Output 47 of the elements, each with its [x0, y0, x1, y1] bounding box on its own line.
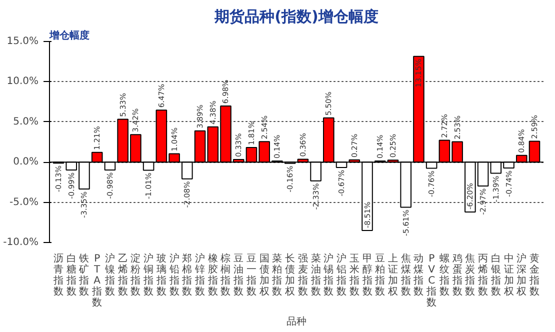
x-tick-label: 中证加权 [502, 252, 514, 298]
x-tick-label: 焦煤指数 [400, 252, 411, 298]
x-tick-label: PVC指数 [426, 254, 437, 308]
x-tick-label: 郑棉指数 [181, 252, 192, 298]
x-tick-label: 沪铜指数 [142, 252, 154, 298]
x-tick-label: 沥青指数 [52, 252, 64, 298]
x-tick-label: 螺纹指数 [438, 252, 450, 298]
x-tick-label: 菜粕指数 [271, 252, 282, 298]
x-tick-label: 鸡蛋指数 [451, 254, 462, 298]
y-tick-label: 15.0% [6, 36, 39, 47]
x-tick-label: 沪镍指数 [104, 252, 115, 298]
x-tick-label: 黄金指数 [528, 252, 540, 298]
x-tick-label: 豆一指数 [245, 254, 256, 298]
x-tick-label: 淀粉指数 [130, 252, 141, 298]
x-tick-label: 沪铝指数 [336, 252, 347, 298]
x-tick-label: 丙烯指数 [477, 254, 488, 298]
x-tick-label: 乙烯指数 [116, 254, 128, 298]
y-tick-label: -5.0% [9, 196, 38, 208]
x-tick-label: 沪铅指数 [168, 252, 180, 298]
x-tick-label: 玻璃指数 [155, 252, 166, 298]
y-tick-label: -10.0% [3, 237, 39, 248]
x-tick-label: 强麦指数 [296, 254, 308, 298]
x-tick-label: PTA指数 [91, 254, 102, 308]
x-axis-title: 品种 [286, 316, 306, 328]
x-tick-label: 沪锌指数 [194, 252, 206, 298]
x-tick-label: 棕榈指数 [220, 252, 231, 298]
y-axis-title: 增仓幅度 [48, 30, 90, 42]
x-tick-label: 国债加权 [258, 254, 270, 298]
x-tick-label: 焦炭指数 [464, 252, 476, 298]
x-tick-label: 白银指数 [490, 252, 501, 298]
y-tick-label: 5.0% [13, 116, 38, 128]
y-tick-label: 10.0% [6, 76, 39, 88]
x-tick-label: 动煤指数 [412, 254, 424, 298]
x-tick-label: 豆油指数 [232, 254, 244, 298]
x-tick-label: 玉米指数 [348, 254, 360, 298]
x-tick-label: 橡胶指数 [206, 252, 218, 298]
x-tick-label: 沪锡指数 [322, 252, 334, 298]
x-tick-label: 长债加权 [284, 252, 296, 298]
chart-title: 期货品种(指数)增仓幅度 [214, 8, 378, 26]
x-tick-label: 沪深加权 [516, 252, 527, 298]
x-tick-label: 菜油指数 [310, 252, 321, 298]
y-tick-label: 0.0% [13, 156, 38, 168]
x-tick-label: 白糖指数 [65, 252, 76, 298]
x-tick-label: 甲醇指数 [361, 254, 372, 298]
x-tick-label: 铁矿指数 [78, 252, 90, 298]
x-tick-label: 豆粕指数 [374, 254, 386, 298]
x-tick-label: 上证加权 [386, 252, 398, 298]
